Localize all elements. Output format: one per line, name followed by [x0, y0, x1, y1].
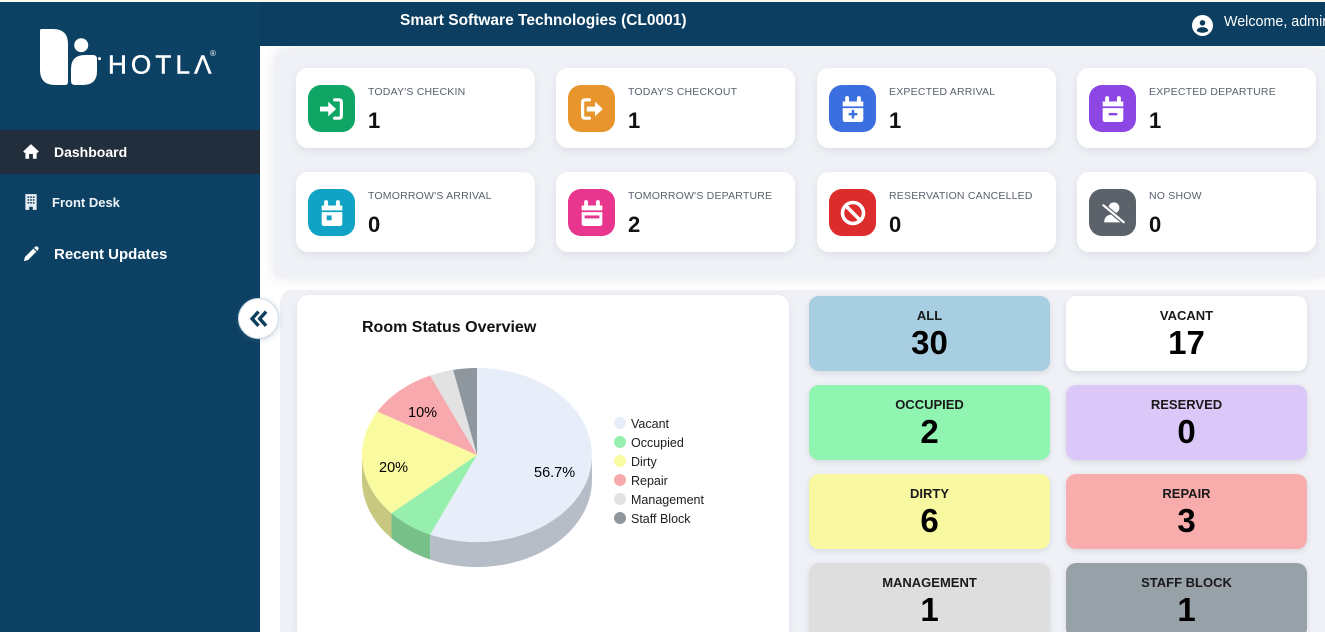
svg-text:®: ®	[210, 49, 216, 58]
svg-text:HOTLΛ: HOTLΛ	[108, 50, 216, 80]
